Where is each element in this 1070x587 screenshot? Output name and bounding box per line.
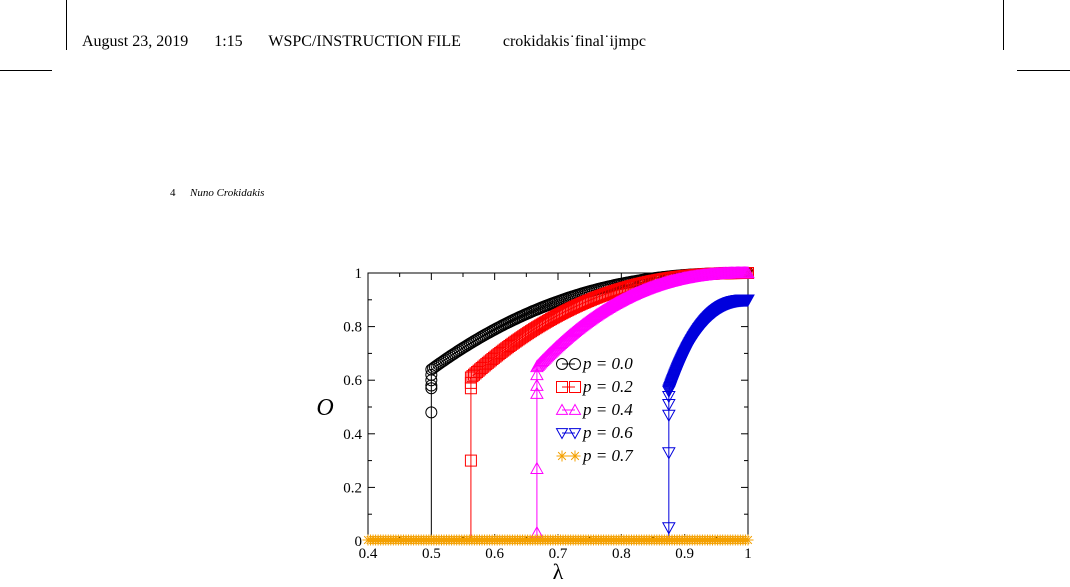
legend-entry: p = 0.0 xyxy=(582,354,633,373)
legend: p = 0.0 p = 0.2 p = 0.4 p = 0.6 p = 0.7 xyxy=(555,354,634,465)
x-axis-label: λ xyxy=(553,559,564,584)
crop-mark-left-h xyxy=(0,70,52,71)
page-number: 4 xyxy=(170,187,176,199)
data-point xyxy=(661,447,676,460)
data-point xyxy=(741,294,755,307)
y-tick-label: 0 xyxy=(355,534,363,550)
x-tick-label: 0.6 xyxy=(485,546,504,562)
data-point xyxy=(530,461,544,474)
running-header: August 23, 2019 1:15 WSPC/INSTRUCTION FI… xyxy=(82,33,646,51)
x-tick-label: 0.5 xyxy=(422,546,441,562)
data-point xyxy=(425,368,438,381)
y-tick-label: 0.6 xyxy=(343,373,362,389)
y-tick-label: 0.2 xyxy=(343,480,362,496)
data-point xyxy=(464,454,477,467)
data-point xyxy=(488,351,501,364)
y-axis-label: O xyxy=(316,395,333,421)
series-3 xyxy=(368,265,755,541)
data-point xyxy=(661,522,676,535)
data-point xyxy=(742,534,754,546)
legend-entry: p = 0.7 xyxy=(582,446,634,465)
header-time: 1:15 xyxy=(214,33,243,50)
legend-entry: p = 0.6 xyxy=(582,423,633,442)
x-tick-label: 0.7 xyxy=(549,546,568,562)
data-point xyxy=(741,265,755,279)
legend-marker xyxy=(555,428,569,440)
x-tick-label: 0.9 xyxy=(675,546,694,562)
y-tick-label: 0.4 xyxy=(343,427,362,443)
header-date: August 23, 2019 xyxy=(82,33,189,50)
data-point xyxy=(483,355,496,368)
y-tick-label: 0.8 xyxy=(343,320,362,336)
legend-marker xyxy=(555,403,569,415)
legend-marker xyxy=(568,403,582,415)
crop-mark-right xyxy=(1003,0,1004,50)
header-file-type: WSPC/INSTRUCTION FILE xyxy=(268,33,461,50)
x-tick-label: 1 xyxy=(744,546,752,562)
order-parameter-figure: 0.4 0.5 0.6 0.7 0.8 0.9 1 0 0.2 0.4 0.6 0.8 1 λ Op = 0… xyxy=(316,265,755,584)
legend-marker xyxy=(568,428,582,440)
data-point xyxy=(530,386,544,399)
data-point xyxy=(486,353,499,366)
series-2 xyxy=(368,267,754,541)
data-point xyxy=(425,406,438,419)
author-name: Nuno Crokidakis xyxy=(190,187,265,199)
crop-mark-left xyxy=(66,0,67,50)
data-point xyxy=(484,354,497,367)
legend-entry: p = 0.4 xyxy=(582,400,633,419)
x-tick-label: 0.4 xyxy=(359,546,378,562)
header-file-name: crokidakis˙final˙ijmpc xyxy=(502,33,646,50)
y-tick-label: 1 xyxy=(355,266,363,282)
data-point xyxy=(661,399,676,412)
series-4 xyxy=(368,294,755,541)
data-point xyxy=(530,367,544,381)
crop-mark-right-h xyxy=(1017,70,1070,71)
legend-entry: p = 0.2 xyxy=(582,377,633,396)
x-tick-label: 0.8 xyxy=(612,546,631,562)
data-point xyxy=(530,378,544,391)
data-point xyxy=(425,382,438,395)
series-5 xyxy=(362,534,754,546)
